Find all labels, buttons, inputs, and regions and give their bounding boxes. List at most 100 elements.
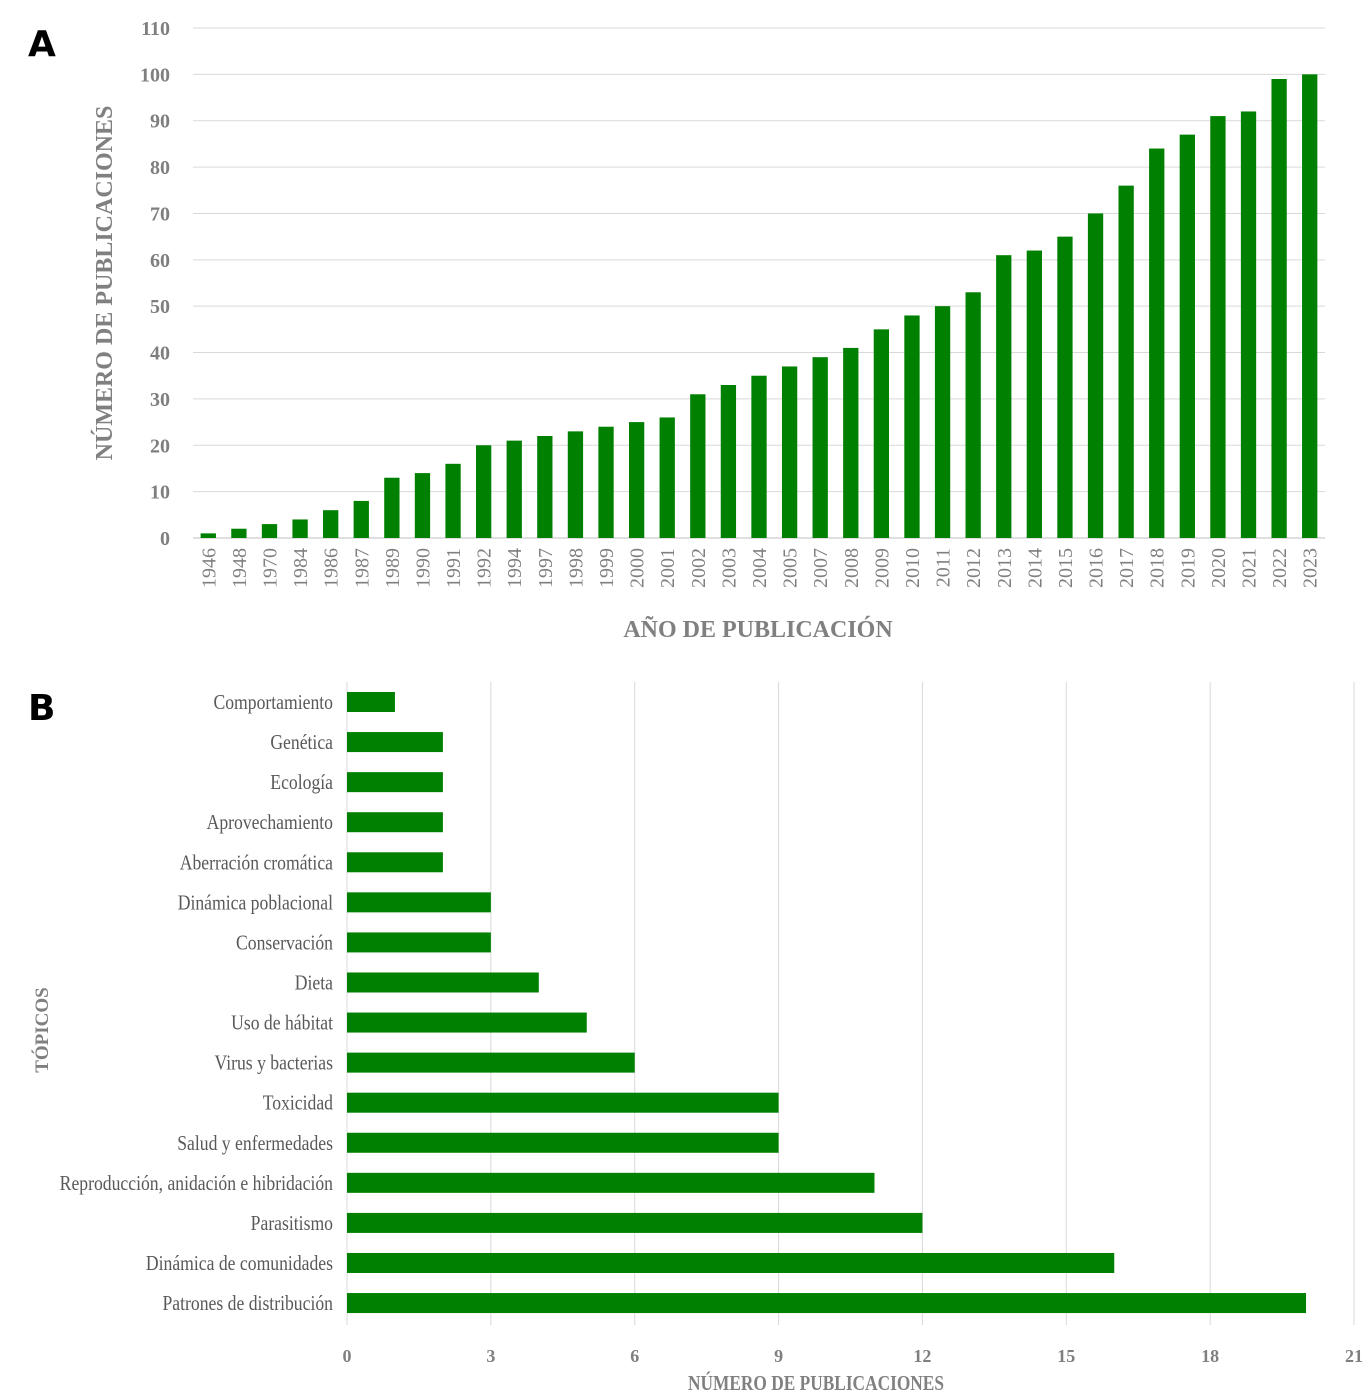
bar-1989 (384, 477, 400, 538)
y-tick-label: 0 (160, 528, 170, 550)
bar-2001 (659, 417, 675, 538)
bar-Genética (347, 732, 443, 753)
bar-Dinámica poblacional (347, 892, 491, 913)
bar-Aprovechamiento (347, 812, 443, 833)
x-tick-label: 2004 (749, 548, 771, 588)
bar-2019 (1179, 134, 1195, 539)
y-tick-label: 110 (141, 18, 170, 40)
y-tick-label: 100 (140, 64, 170, 86)
category-label: Dieta (295, 970, 334, 994)
bar-2014 (1026, 250, 1042, 538)
chart-a: A 1946 1948 1970 1984 1986 1987 1989 1990 1991 19… (28, 18, 1325, 643)
bar-2000 (628, 422, 645, 538)
bar-2021 (1240, 111, 1257, 539)
bar-2023 (1302, 74, 1318, 538)
bar-Ecología (347, 772, 443, 793)
category-label: Comportamiento (213, 690, 333, 714)
category-label: Reproducción, anidación e hibridación (60, 1171, 334, 1195)
x-tick-label: 2011 (933, 548, 955, 587)
y-tick-label: 10 (150, 482, 170, 504)
bar-2009 (873, 329, 890, 538)
x-tick-label: 1998 (565, 548, 587, 588)
x-tick-label: 1990 (412, 548, 434, 588)
y-tick-label: 80 (150, 157, 170, 179)
y-tick-label: 70 (150, 203, 170, 225)
bar-2008 (843, 347, 859, 538)
x-tick-label: 6 (630, 1346, 639, 1366)
x-tick-label: 2010 (902, 548, 924, 588)
bar-Toxicidad (347, 1092, 779, 1113)
x-tick-label: 2008 (841, 548, 863, 588)
x-tick-label: 15 (1057, 1346, 1075, 1366)
bar-1998 (567, 431, 584, 538)
category-label: Uso de hábitat (231, 1011, 333, 1035)
bar-1984 (292, 519, 308, 538)
x-tick-label: 2014 (1024, 548, 1046, 588)
bar-2015 (1057, 236, 1073, 539)
bar-1987 (353, 500, 369, 538)
x-tick-label: 2002 (688, 548, 710, 588)
bar-Virus y bacterias (347, 1052, 635, 1073)
bar-Uso de hábitat (347, 1012, 587, 1033)
category-label: Virus y bacterias (215, 1051, 333, 1075)
bar-1990 (414, 473, 431, 538)
bar-1992 (476, 445, 492, 538)
x-tick-label: 3 (486, 1346, 495, 1366)
x-tick-label: 1989 (382, 548, 404, 588)
bar-Dinámica de comunidades (347, 1252, 1115, 1273)
bar-2004 (751, 375, 767, 538)
bar-Comportamiento (347, 692, 395, 712)
category-label: Ecología (270, 770, 333, 794)
bar-2007 (812, 357, 828, 538)
x-tick-label: 2015 (1055, 548, 1077, 588)
category-label: Dinámica de comunidades (146, 1251, 333, 1275)
bar-2018 (1149, 148, 1165, 538)
bar-1991 (445, 463, 461, 538)
bar-1999 (598, 426, 614, 538)
bar-2020 (1210, 116, 1226, 538)
x-tick-label: 2021 (1239, 548, 1261, 588)
y-tick-label: 20 (150, 435, 170, 457)
x-tick-label: 2023 (1300, 548, 1322, 588)
x-tick-label: 2013 (994, 548, 1016, 588)
x-tick-label: 2016 (1086, 548, 1108, 588)
x-tick-label: 1994 (504, 548, 526, 588)
bar-2005 (781, 366, 798, 538)
bar-2002 (690, 394, 706, 538)
x-tick-label: 1991 (443, 548, 465, 588)
bar-2017 (1118, 185, 1134, 539)
y-axis-title-a: NÚMERO DE PUBLICACIONES (92, 106, 118, 461)
bar-1946 (200, 533, 216, 538)
x-tick-label: 1986 (321, 548, 343, 588)
category-label: Aprovechamiento (207, 810, 333, 834)
category-label: Salud y enfermedades (177, 1131, 333, 1155)
bar-1948 (231, 528, 247, 538)
chart-b: B Comportamiento Genética Ecología Aprovech… (28, 682, 1363, 1395)
bar-1970 (261, 524, 278, 538)
x-tick-label: 2009 (871, 548, 893, 588)
bar-2003 (720, 385, 737, 538)
x-tick-label: 1946 (198, 548, 220, 588)
bar-Aberración cromática (347, 852, 443, 873)
x-tick-label: 2020 (1208, 548, 1230, 588)
bar-1994 (506, 440, 522, 538)
x-tick-label: 2019 (1177, 548, 1199, 588)
x-tick-label: 1987 (351, 548, 373, 588)
bar-2016 (1087, 213, 1104, 539)
panel-label-a: A (28, 24, 56, 65)
x-tick-label: 2017 (1116, 548, 1138, 588)
bar-Reproducción, anidación e hibridación (347, 1172, 875, 1193)
x-tick-label: 1970 (259, 548, 281, 588)
x-axis-title-b: NÚMERO DE PUBLICACIONES (688, 1371, 944, 1395)
x-tick-label: 2001 (657, 548, 679, 588)
x-tick-label: 1999 (596, 548, 618, 588)
y-tick-label: 40 (150, 343, 170, 365)
x-tick-label: 1997 (535, 548, 557, 588)
x-tick-label: 9 (774, 1346, 783, 1366)
x-tick-label: 1984 (290, 548, 312, 588)
bar-Patrones de distribución (347, 1293, 1307, 1314)
bar-2011 (934, 306, 951, 538)
x-tick-label: 12 (913, 1346, 931, 1366)
x-tick-label: 2022 (1269, 548, 1291, 588)
